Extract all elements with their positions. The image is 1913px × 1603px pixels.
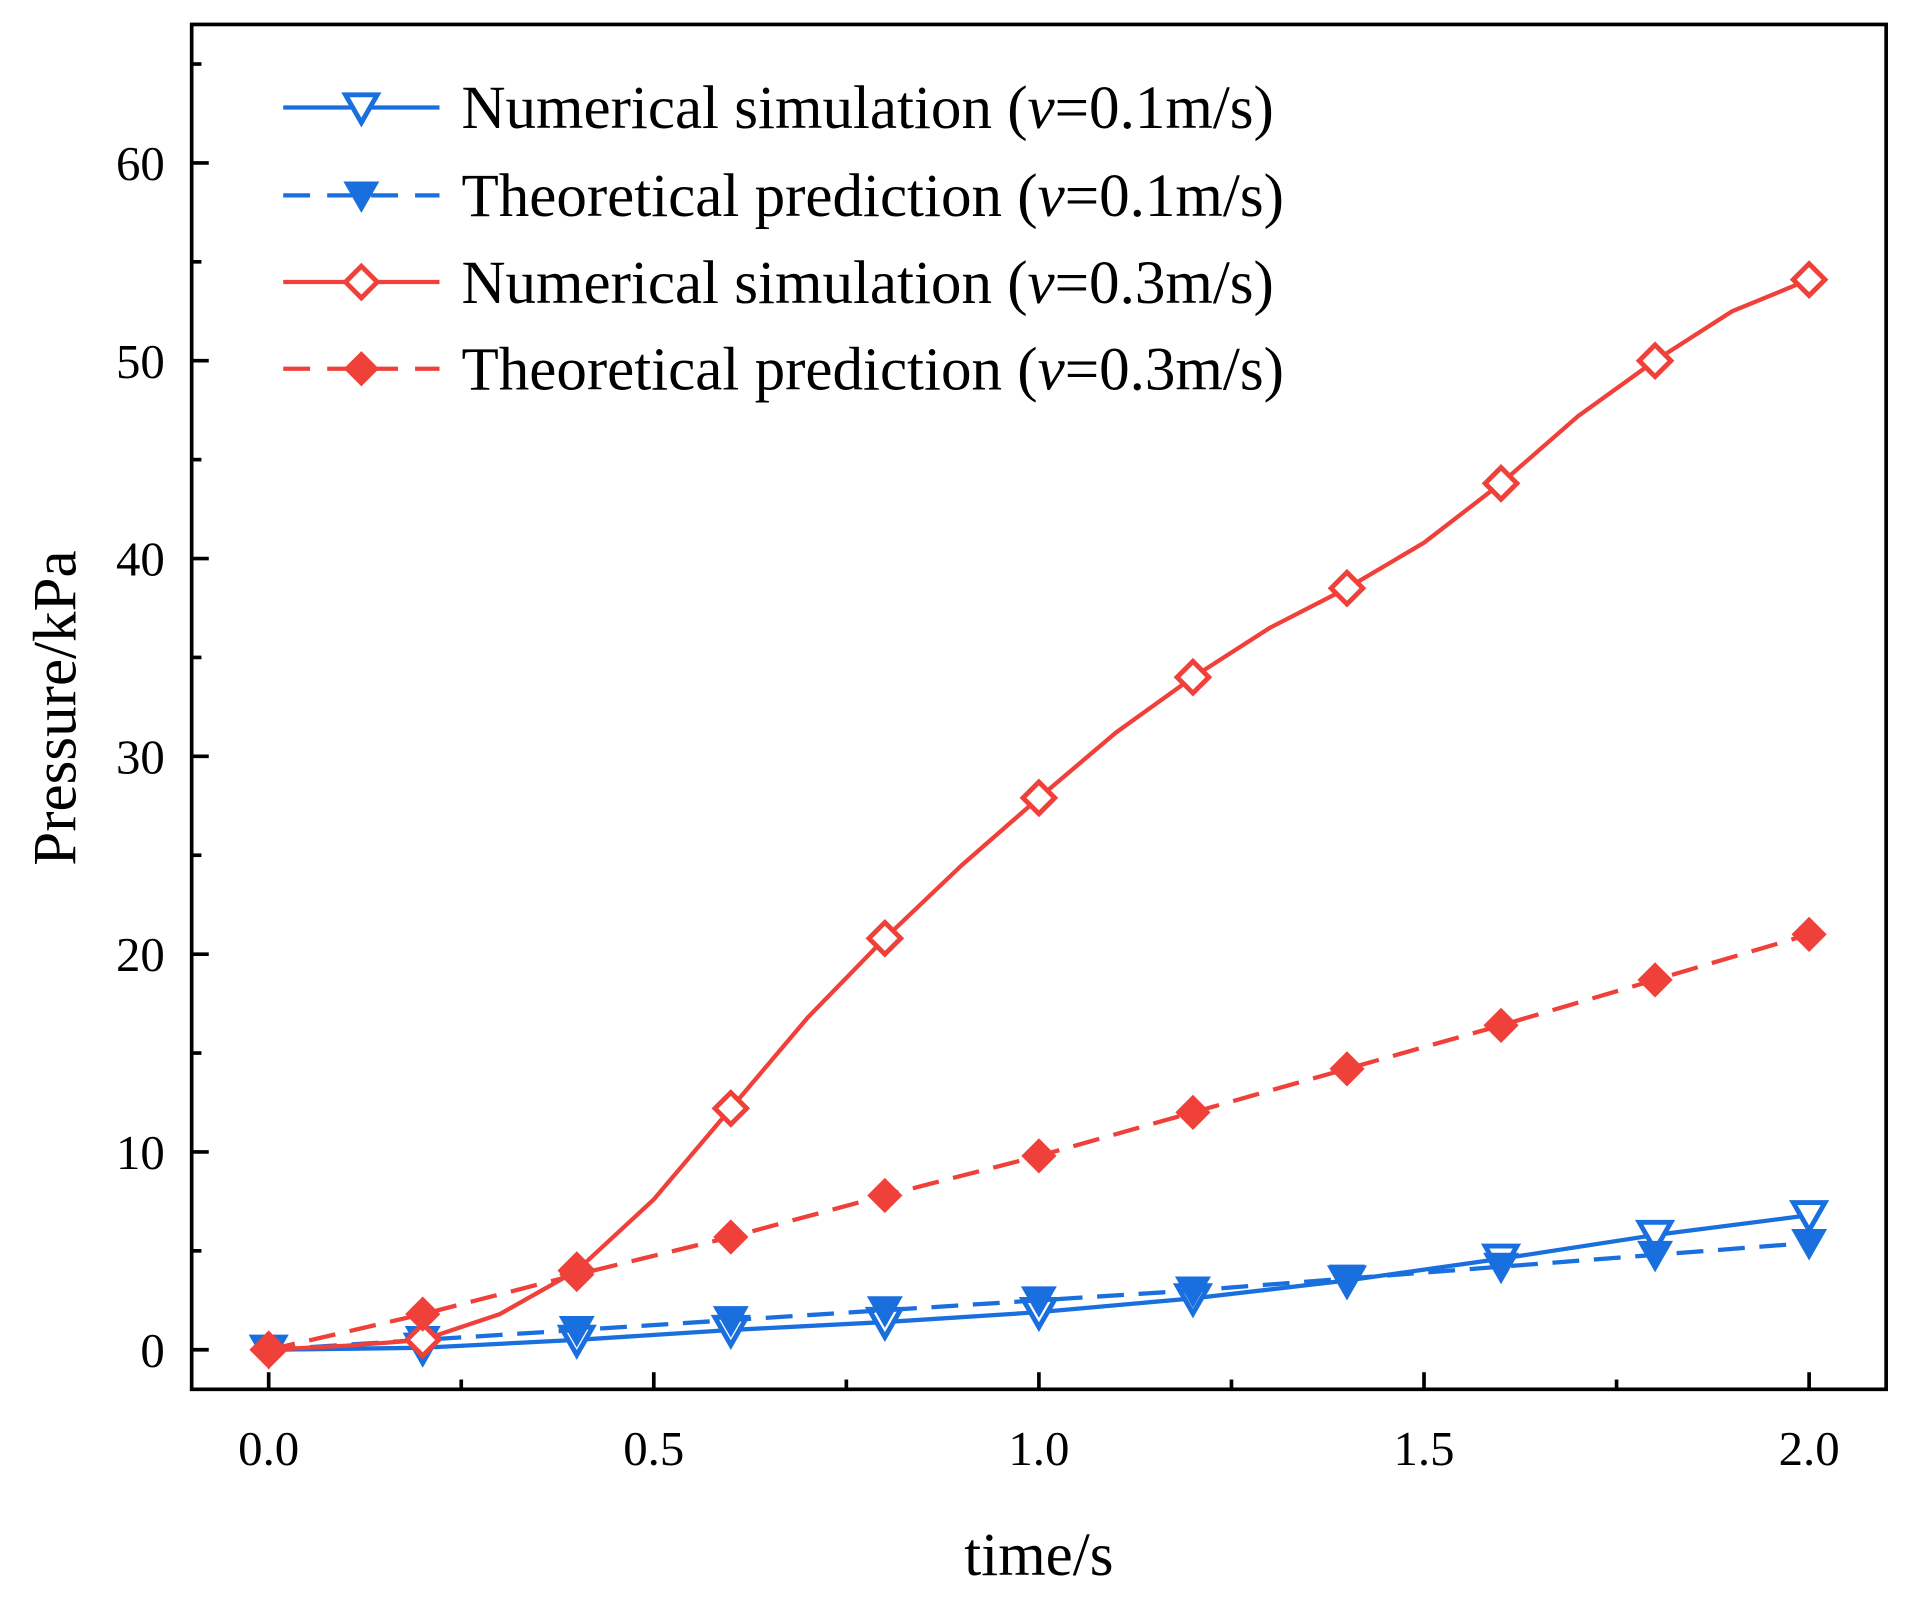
data-point: [1789, 260, 1829, 299]
x-tick-label: 1.5: [1393, 1421, 1454, 1476]
y-tick-label: 40: [116, 532, 165, 587]
data-point: [1329, 1051, 1365, 1087]
legend-label: Numerical simulation (v=0.3m/s): [461, 250, 1273, 317]
data-point: [1789, 1200, 1830, 1236]
series-3: [251, 916, 1827, 1368]
legend: Numerical simulation (v=0.1m/s) Theoretic…: [283, 75, 1284, 403]
data-point: [1791, 1229, 1828, 1261]
data-point: [1174, 1276, 1211, 1308]
data-point: [1175, 1094, 1211, 1130]
x-axis-label: time/s: [964, 1522, 1113, 1589]
y-tick-label: 50: [116, 334, 165, 389]
y-tick-label: 30: [116, 729, 165, 784]
legend-marker: [343, 351, 379, 387]
data-point: [251, 1332, 287, 1368]
data-point: [712, 1306, 749, 1338]
legend-label: Theoretical prediction (v=0.1m/s): [461, 163, 1283, 230]
data-point: [1019, 778, 1059, 818]
data-point: [559, 1256, 595, 1293]
y-axis-label: Pressure/kPa: [23, 550, 90, 865]
data-point: [403, 1320, 443, 1360]
y-tick-label: 0: [140, 1323, 164, 1378]
y-tick-label: 20: [116, 927, 165, 982]
data-point: [1791, 916, 1827, 952]
data-point: [711, 1089, 751, 1128]
x-tick-label: 1.0: [1008, 1421, 1069, 1476]
legend-label: Numerical simulation (v=0.1m/s): [461, 75, 1273, 142]
data-point: [1634, 1219, 1676, 1256]
data-point: [867, 1177, 903, 1214]
data-point: [1483, 1007, 1519, 1043]
data-point: [1173, 657, 1213, 697]
series-2: [249, 260, 1829, 1370]
data-point: [865, 918, 905, 958]
legend-marker: [343, 181, 380, 213]
data-point: [558, 1316, 595, 1348]
data-point: [713, 1219, 749, 1255]
legend-label: Theoretical prediction (v=0.3m/s): [461, 336, 1283, 403]
data-point: [866, 1296, 903, 1328]
data-point: [1637, 962, 1673, 998]
legend-marker: [341, 92, 382, 128]
data-point: [1327, 568, 1367, 608]
data-point: [405, 1296, 441, 1332]
legend-marker: [342, 262, 381, 302]
data-point: [1637, 1240, 1674, 1273]
data-point: [1481, 464, 1521, 503]
data-point: [1020, 1286, 1057, 1318]
data-point: [1483, 1252, 1520, 1285]
y-tick-label: 60: [116, 136, 165, 191]
x-tick-label: 2.0: [1779, 1421, 1840, 1476]
series-0: [248, 1200, 1830, 1370]
x-tick-label: 0.5: [623, 1421, 684, 1476]
data-point: [1021, 1138, 1057, 1174]
data-point: [1635, 341, 1675, 381]
y-tick-label: 10: [116, 1125, 165, 1180]
x-tick-label: 0.0: [238, 1421, 299, 1476]
data-point: [1329, 1264, 1365, 1297]
